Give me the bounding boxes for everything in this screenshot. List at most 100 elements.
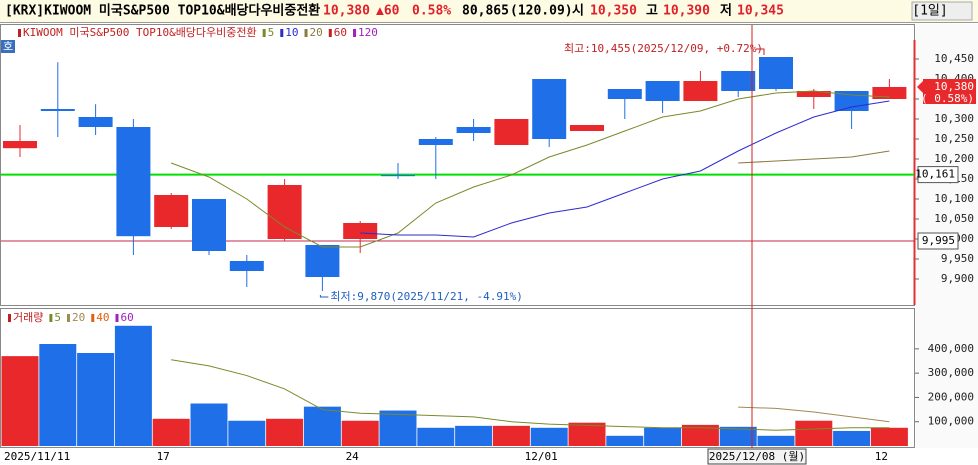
volume-bar <box>530 427 568 446</box>
candle-body <box>40 109 75 111</box>
legend-entry: 5 <box>54 311 61 324</box>
price-tag-pointer <box>917 81 923 93</box>
quote-button[interactable] <box>1 40 15 53</box>
volume-bar <box>266 418 304 446</box>
candle-body <box>305 245 340 277</box>
price-tag-label: 10,380 <box>934 80 974 93</box>
volume-bar <box>417 427 455 446</box>
header-low-label: 저 <box>720 4 732 19</box>
y-tick-label: 100,000 <box>928 415 974 428</box>
low-arrow <box>319 295 329 298</box>
legend-swatch <box>8 314 11 322</box>
candle-body <box>192 199 226 251</box>
header-volume: 80,865 <box>462 4 509 19</box>
volume-bar <box>455 425 493 446</box>
legend-swatch <box>91 314 95 322</box>
candle-body <box>796 91 831 97</box>
legend-entry: 40 <box>96 311 109 324</box>
legend-entry: 60 <box>334 26 347 39</box>
header-high: 10,390 <box>663 4 710 19</box>
legend-swatch <box>49 314 53 322</box>
period-button[interactable] <box>911 1 973 21</box>
period-label[interactable]: [1일] <box>912 4 947 19</box>
candle-body <box>229 261 264 271</box>
y-tick-label: 200,000 <box>928 390 974 403</box>
header-volume-ratio: (120.09) <box>510 4 573 19</box>
y-tick-label: 10,200 <box>934 152 974 165</box>
volume-bar <box>303 406 341 446</box>
legend-entry: 20 <box>310 26 323 39</box>
candle-body <box>116 127 151 237</box>
volume-bar <box>795 420 833 446</box>
price-tag <box>923 79 976 104</box>
volume-bar <box>757 435 795 446</box>
volume-bar <box>681 424 719 446</box>
volume-average <box>738 406 890 423</box>
y-tick-label: 9,900 <box>941 272 974 285</box>
legend-entry: 120 <box>358 26 378 39</box>
candle-body <box>570 125 604 131</box>
header-bar <box>0 0 978 22</box>
candle-body <box>343 223 378 239</box>
y-tick-label: 400,000 <box>928 342 974 355</box>
quote-button-label[interactable]: 호 <box>3 40 13 53</box>
volume-bar <box>39 344 77 446</box>
legend-swatch <box>18 29 21 37</box>
header-change-pct: 0.58% <box>412 4 451 19</box>
reference-tag-label: 9,995 <box>922 234 955 247</box>
legend-entry: 5 <box>268 26 275 39</box>
legend-swatch <box>280 29 284 37</box>
volume-bar <box>114 325 152 446</box>
candle-body <box>532 79 567 139</box>
volume-bar <box>719 426 757 446</box>
candle-body <box>78 117 113 127</box>
volume-bar <box>870 427 908 446</box>
y-tick-label: 10,300 <box>934 112 974 125</box>
volume-bar <box>77 352 115 446</box>
legend-swatch <box>353 29 357 37</box>
candle-body <box>456 127 491 133</box>
legend-swatch <box>304 29 308 37</box>
candle-body <box>381 175 415 177</box>
y-tick-label: 300,000 <box>928 366 974 379</box>
moving-average <box>360 100 890 238</box>
candle-body <box>494 119 529 145</box>
candle-body <box>683 81 718 101</box>
volume-bar <box>379 410 417 446</box>
candle-body <box>759 57 793 89</box>
legend-swatch <box>67 314 70 322</box>
header-open: 10,350 <box>590 4 637 19</box>
legend-swatch <box>115 314 119 322</box>
header-low: 10,345 <box>737 4 784 19</box>
legend-entry: 10 <box>285 26 298 39</box>
header-open-label: 시 <box>572 4 584 19</box>
y-tick-label: 10,050 <box>934 212 974 225</box>
reference-tag <box>917 232 959 250</box>
low-annotation: 최저:9,870(2025/11/21, -4.91%) <box>330 290 522 303</box>
y-tick-label: 10,100 <box>934 192 974 205</box>
x-tick-label: 12 <box>875 450 888 463</box>
x-tick-label: 12/01 <box>525 450 558 463</box>
candle-body <box>154 195 189 227</box>
volume-bar <box>568 422 606 446</box>
volume-bar <box>152 418 190 446</box>
volume-bar <box>1 356 39 446</box>
price-tag-change: ( 0.58%) <box>921 92 974 105</box>
candle-body <box>645 81 680 101</box>
x-tick-label: 17 <box>157 450 170 463</box>
crosshair-date: 2025/12/08 (월) <box>709 450 805 463</box>
header-change: ▲60 <box>376 4 400 19</box>
volume-bar <box>606 435 644 446</box>
high-annotation: 최고:10,455(2025/12/09, +0.72%) <box>564 42 763 55</box>
candle-body <box>721 71 756 91</box>
reference-tag <box>917 166 959 184</box>
candle-body <box>607 89 642 99</box>
reference-tag-label: 10,161 <box>915 168 955 181</box>
x-tick-label: 2025/11/11 <box>4 450 70 463</box>
x-tick-label: 24 <box>346 450 360 463</box>
legend-title: 거래량 <box>13 311 43 324</box>
header-high-label: 고 <box>646 4 658 19</box>
candle-body <box>3 141 37 149</box>
high-arrow <box>756 48 765 55</box>
